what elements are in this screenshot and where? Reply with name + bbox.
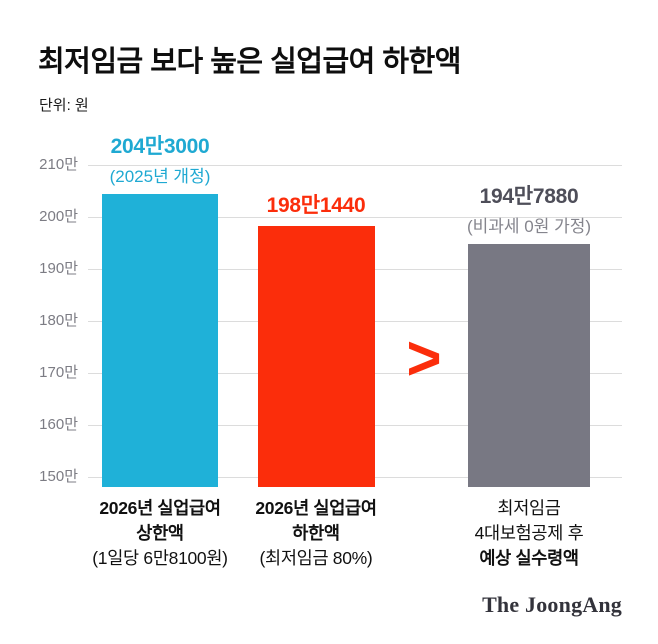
value-subtext: (비과세 0원 가정) — [466, 216, 592, 236]
y-axis-tick: 200만 — [39, 207, 78, 225]
category-line: (최저임금 80%) — [259, 548, 373, 568]
value-label-lower-limit: 198만1440 — [196, 189, 436, 219]
category-line: 하한액 — [292, 523, 340, 543]
y-axis-tick: 160만 — [39, 415, 78, 433]
bar-chart: 204만3000 (2025년 개정) 198만1440 194만7880 (비… — [0, 135, 658, 487]
category-line: 2026년 실업급여 — [99, 498, 221, 518]
gridline — [88, 164, 622, 166]
bar-2026-benefit-lower-limit — [258, 226, 375, 487]
bar-minimum-wage-net-pay — [468, 243, 590, 487]
y-axis-tick: 150만 — [39, 467, 78, 485]
unit-label: 단위: 원 — [39, 97, 89, 114]
value-text: 198만1440 — [266, 194, 366, 218]
value-label-net-pay: 194만7880 (비과세 0원 가정) — [399, 180, 658, 237]
joongang-logo: The JoongAng — [482, 592, 622, 617]
category-label-net-pay: 최저임금 4대보험공제 후 예상 실수령액 — [409, 496, 649, 571]
bar-2026-benefit-upper-limit — [102, 194, 218, 487]
category-line: 최저임금 — [497, 498, 561, 518]
category-line: 4대보험공제 후 — [474, 523, 584, 543]
value-label-upper-limit: 204만3000 (2025년 개정) — [40, 130, 280, 187]
y-axis-tick: 180만 — [39, 311, 78, 329]
category-label-lower-limit: 2026년 실업급여 하한액 (최저임금 80%) — [200, 496, 432, 571]
value-subtext: (2025년 개정) — [109, 167, 211, 187]
y-axis-tick: 170만 — [39, 363, 78, 381]
category-line: (1일당 6만8100원) — [92, 548, 228, 568]
category-label-upper-limit: 2026년 실업급여 상한액 (1일당 6만8100원) — [44, 496, 276, 571]
greater-than-symbol: > — [406, 322, 442, 394]
y-axis-tick: 210만 — [39, 155, 78, 173]
value-text: 204만3000 — [110, 135, 210, 159]
value-text: 194만7880 — [479, 184, 579, 208]
page-title: 최저임금 보다 높은 실업급여 하한액 — [38, 46, 461, 78]
category-line: 상한액 — [136, 523, 184, 543]
y-axis-tick: 190만 — [39, 259, 78, 277]
gridline — [88, 216, 622, 218]
category-line: 예상 실수령액 — [479, 548, 579, 568]
category-line: 2026년 실업급여 — [255, 498, 377, 518]
